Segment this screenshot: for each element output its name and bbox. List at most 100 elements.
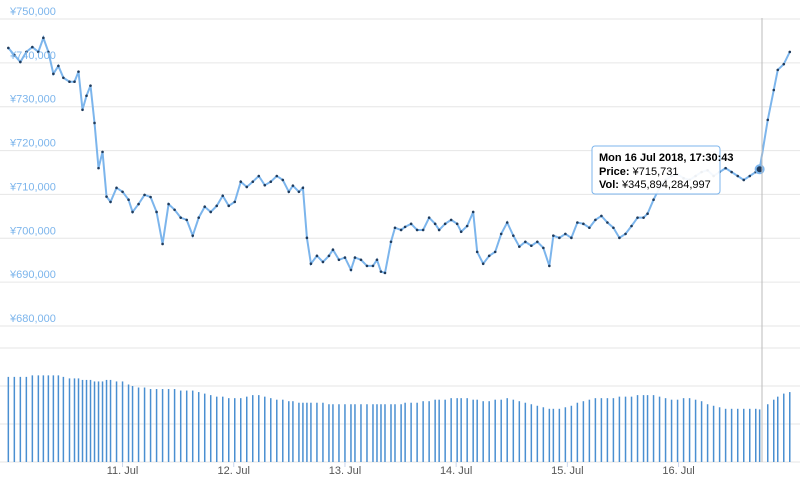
price-point bbox=[505, 221, 509, 224]
y-tick-label: ¥700,000 bbox=[9, 225, 56, 237]
price-point bbox=[475, 250, 479, 254]
tooltip-vol-value: ¥345,894,284,997 bbox=[621, 179, 711, 191]
x-tick-label: 15. Jul bbox=[551, 465, 583, 477]
price-point bbox=[558, 236, 561, 240]
price-point bbox=[730, 170, 733, 174]
price-point bbox=[109, 200, 112, 204]
tooltip: Mon 16 Jul 2018, 17:30:43 Price: ¥715,73… bbox=[591, 145, 734, 195]
price-point bbox=[576, 221, 579, 224]
price-point bbox=[275, 174, 279, 178]
y-tick-label: ¥680,000 bbox=[9, 313, 56, 325]
price-point bbox=[315, 254, 319, 258]
x-tick-label: 16. Jul bbox=[662, 465, 694, 477]
price-point bbox=[588, 226, 591, 230]
price-point bbox=[269, 180, 273, 184]
price-point bbox=[612, 226, 615, 230]
price-point bbox=[564, 232, 567, 236]
price-point bbox=[524, 240, 527, 244]
tooltip-vol: Vol: ¥345,894,284,997 bbox=[599, 179, 711, 191]
price-point bbox=[47, 50, 50, 54]
price-point bbox=[624, 232, 627, 236]
price-point bbox=[455, 222, 459, 226]
price-point bbox=[409, 222, 413, 226]
price-point bbox=[379, 270, 383, 273]
price-point bbox=[131, 210, 134, 214]
price-point bbox=[85, 94, 88, 98]
grid bbox=[0, 18, 800, 467]
tooltip-date: Mon 16 Jul 2018, 17:30:43 bbox=[599, 152, 734, 164]
tooltip-price: Price: ¥715,731 bbox=[599, 166, 679, 178]
price-point bbox=[68, 80, 71, 84]
price-point bbox=[89, 84, 92, 87]
x-tick-label: 12. Jul bbox=[218, 465, 250, 477]
price-point bbox=[493, 250, 497, 254]
tooltip-vol-label: Vol: bbox=[599, 179, 619, 191]
x-tick-label: 14. Jul bbox=[440, 465, 472, 477]
price-point bbox=[782, 62, 786, 66]
price-point bbox=[127, 198, 130, 201]
tooltip-price-label: Price: bbox=[599, 166, 630, 178]
price-point bbox=[115, 186, 118, 190]
price-point bbox=[518, 245, 521, 248]
price-point bbox=[13, 53, 16, 57]
price-point bbox=[19, 60, 22, 64]
price-point bbox=[642, 216, 645, 219]
price-point bbox=[239, 180, 243, 184]
price-point bbox=[121, 190, 124, 194]
price-point bbox=[251, 180, 255, 184]
price-point bbox=[149, 195, 152, 199]
y-tick-label: ¥730,000 bbox=[9, 94, 56, 106]
price-point bbox=[570, 236, 573, 240]
price-point bbox=[197, 216, 201, 219]
price-point bbox=[297, 190, 301, 194]
price-point bbox=[179, 216, 183, 219]
price-point bbox=[42, 36, 45, 40]
price-point bbox=[321, 260, 325, 264]
price-point bbox=[724, 166, 727, 170]
price-point bbox=[191, 234, 195, 237]
price-point bbox=[646, 212, 649, 216]
price-point bbox=[536, 240, 539, 244]
price-point bbox=[301, 186, 305, 190]
price-point bbox=[62, 76, 65, 80]
y-tick-label: ¥750,000 bbox=[9, 6, 56, 18]
price-point bbox=[421, 228, 425, 232]
price-point bbox=[101, 150, 104, 154]
price-point bbox=[155, 210, 158, 214]
price-line bbox=[7, 34, 792, 275]
price-point bbox=[233, 200, 237, 204]
price-point bbox=[606, 221, 609, 224]
price-point bbox=[37, 50, 40, 54]
price-point bbox=[393, 226, 397, 230]
price-point bbox=[143, 193, 146, 197]
price-point bbox=[618, 236, 621, 240]
price-point bbox=[600, 214, 603, 218]
price-point bbox=[337, 258, 341, 262]
y-tick-label: ¥690,000 bbox=[9, 269, 56, 281]
price-point bbox=[81, 108, 84, 112]
price-point bbox=[31, 45, 34, 49]
y-tick-label: ¥720,000 bbox=[9, 138, 56, 150]
price-point bbox=[548, 264, 551, 268]
price-point bbox=[25, 50, 28, 54]
price-point bbox=[287, 190, 291, 194]
price-point bbox=[433, 222, 437, 226]
price-point bbox=[203, 205, 207, 209]
x-tick-label: 11. Jul bbox=[107, 465, 139, 477]
price-point bbox=[281, 178, 285, 182]
price-point bbox=[73, 80, 76, 84]
price-point bbox=[137, 202, 140, 206]
price-point bbox=[331, 248, 335, 251]
price-point bbox=[630, 224, 633, 228]
price-point bbox=[427, 216, 431, 219]
price-point bbox=[309, 262, 313, 266]
price-point bbox=[437, 228, 441, 232]
price-point bbox=[7, 46, 10, 50]
price-point bbox=[349, 268, 353, 272]
price-point bbox=[375, 258, 379, 262]
price-point bbox=[343, 256, 347, 259]
price-point bbox=[167, 202, 170, 206]
price-point bbox=[257, 174, 261, 178]
price-point bbox=[552, 234, 555, 237]
